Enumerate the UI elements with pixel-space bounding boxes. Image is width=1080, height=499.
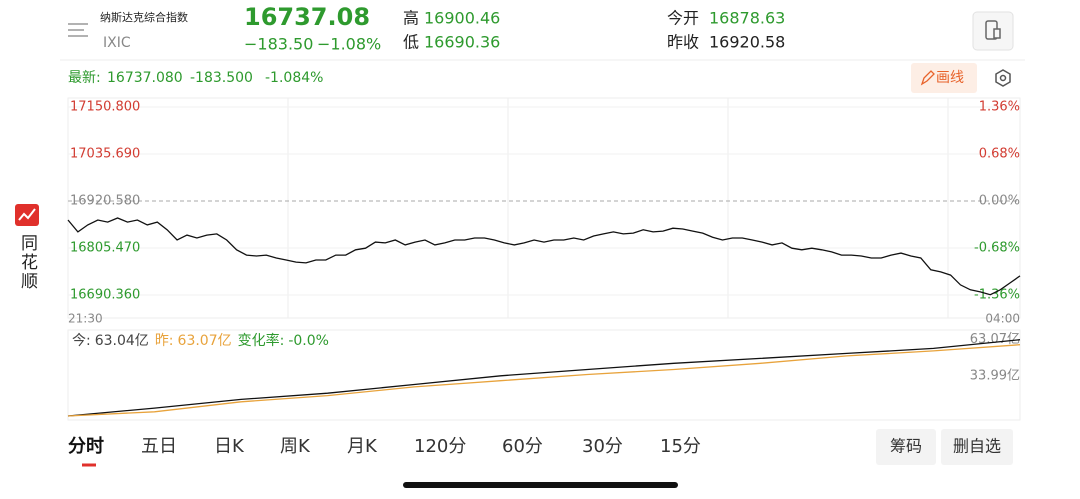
y2-tick-label: 1.36% [979, 99, 1020, 114]
open-label: 今开 [667, 9, 699, 28]
tab[interactable]: 五日 [141, 436, 177, 457]
y-tick-label: 16920.580 [70, 194, 140, 209]
change: −183.50 [244, 35, 313, 54]
x-tick-label: 04:00 [985, 312, 1020, 326]
tab[interactable]: 日K [214, 436, 245, 457]
high: 16900.46 [424, 9, 500, 28]
high-label: 高 [403, 9, 419, 28]
y2-tick-label: -0.68% [974, 241, 1020, 256]
index-name: 纳斯达克综合指数 [100, 10, 188, 24]
latest: 16737.080 [107, 70, 183, 86]
change-rate: -0.0% [288, 333, 329, 349]
tab[interactable]: 周K [280, 436, 311, 457]
tab[interactable]: 15分 [660, 436, 701, 457]
price: 16737.08 [244, 3, 370, 31]
y-tick-label: 17035.690 [70, 147, 140, 162]
tab[interactable]: 30分 [582, 436, 623, 457]
legend-value: 63.07亿 [178, 333, 232, 349]
device-button[interactable] [972, 11, 1014, 51]
settings-icon[interactable] [995, 69, 1011, 87]
open: 16878.63 [709, 9, 785, 28]
change-rate-label: 变化率: [238, 332, 285, 349]
y-tick-label: 17150.800 [70, 100, 140, 115]
y-tick-label: 16690.360 [70, 287, 140, 302]
legend-name: 今: [72, 333, 91, 349]
change-pct: −1.08% [317, 35, 381, 54]
menu-icon[interactable] [68, 23, 88, 37]
low-label: 低 [403, 33, 419, 52]
brand-logo [15, 204, 39, 226]
x-tick-label: 21:30 [68, 312, 103, 326]
draw-button-label: 画线 [936, 70, 964, 86]
prev-close: 16920.58 [709, 33, 785, 52]
y2-tick-label: 0.00% [979, 194, 1020, 209]
y-tick-label: 16805.470 [70, 241, 140, 256]
y2-tick-label: 0.68% [979, 147, 1020, 162]
action-button-label[interactable]: 筹码 [890, 437, 922, 456]
tab[interactable]: 120分 [414, 436, 466, 457]
tab[interactable]: 60分 [502, 436, 543, 457]
legend-value: 63.04亿 [95, 333, 149, 349]
brand-text: 同花顺 [17, 234, 38, 291]
prev-close-label: 昨收 [667, 33, 699, 52]
logo-glyph [18, 208, 36, 221]
tab[interactable]: 分时 [68, 436, 104, 457]
line [67, 339, 1021, 417]
legend-name: 昨: [155, 333, 174, 349]
line [67, 217, 1021, 296]
draw-button[interactable]: 画线 [911, 63, 977, 93]
latest-change-pct: -1.084% [265, 70, 323, 86]
home-indicator [403, 482, 678, 488]
action-button[interactable] [941, 429, 1013, 465]
y2-tick-label: -1.36% [974, 288, 1020, 303]
chart-frames [67, 97, 1021, 421]
action-button-label[interactable]: 删自选 [953, 437, 1001, 456]
sidebar: 同花顺 [15, 204, 39, 291]
low: 16690.36 [424, 33, 500, 52]
index-code: IXIC [103, 35, 131, 51]
latest-change: -183.500 [190, 70, 253, 86]
line [67, 344, 1021, 417]
y-tick-label: 33.99亿 [970, 368, 1020, 383]
latest-label: 最新: [68, 70, 101, 86]
action-button[interactable] [876, 429, 936, 465]
tab[interactable]: 月K [347, 436, 378, 457]
